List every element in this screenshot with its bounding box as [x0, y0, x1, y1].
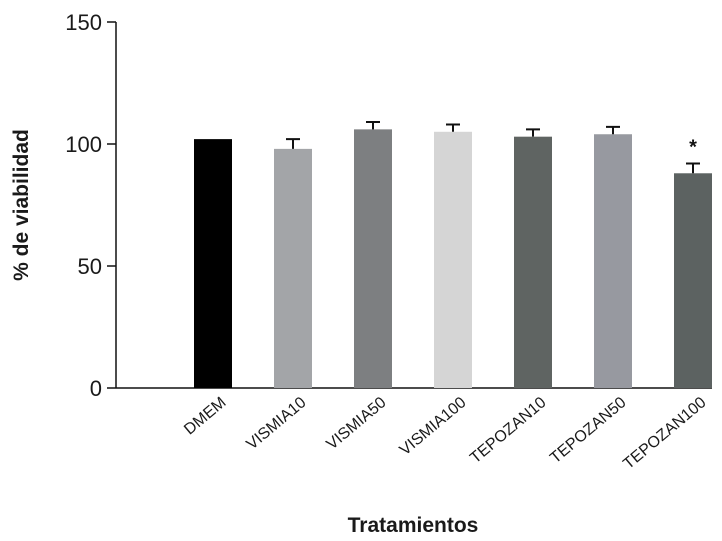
x-tick-label: TEPOZAN50 [547, 394, 630, 467]
y-tick-label: 50 [78, 254, 102, 279]
x-tick-label: TEPOZAN100 [620, 394, 709, 473]
x-tick-label: DMEM [181, 394, 229, 438]
bars-group: * [194, 121, 712, 389]
y-axis-title: % de viabilidad [10, 129, 33, 281]
y-tick-label: 150 [65, 10, 102, 35]
y-tick-label: 0 [90, 376, 102, 401]
error-bar-vismia10 [286, 138, 300, 149]
x-tick-label: VISMIA100 [397, 394, 470, 459]
bar-dmem [194, 139, 232, 388]
error-bar-tepozan50 [606, 125, 620, 135]
x-axis-title: Tratamientos [348, 514, 479, 537]
error-bar-vismia50 [366, 121, 380, 130]
x-tick-label: VISMIA50 [323, 394, 389, 453]
error-bar-tepozan10 [526, 128, 540, 137]
significance-marker: * [689, 137, 697, 159]
error-bar-tepozan100 [686, 162, 700, 174]
x-tick-label: VISMIA10 [243, 394, 309, 453]
bar-tepozan100 [674, 173, 712, 388]
bar-tepozan50 [594, 134, 632, 388]
y-tick-label: 100 [65, 132, 102, 157]
bar-vismia10 [274, 148, 312, 388]
bar-vismia100 [434, 131, 472, 389]
error-bar-vismia100 [446, 123, 460, 132]
x-tick-label: TEPOZAN10 [467, 394, 550, 467]
bar-vismia50 [354, 129, 392, 389]
bar-tepozan10 [514, 136, 552, 388]
category-labels-group: DMEM VISMIA10 VISMIA50 VISMIA100TEPOZAN10TE… [181, 394, 709, 473]
y-ticks-group: 0 50 100 150 [65, 10, 116, 401]
